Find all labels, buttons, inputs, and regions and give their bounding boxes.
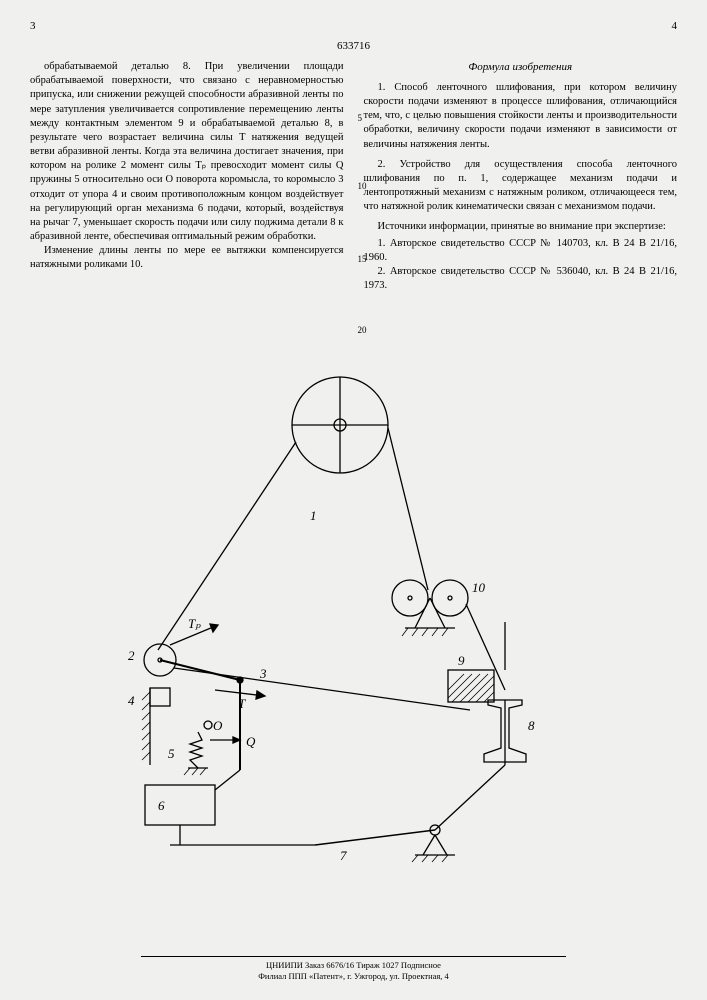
label-8: 8 [528,718,535,733]
label-3: 3 [259,666,267,681]
left-column: обрабатываемой деталью 8. При увеличении… [30,60,344,293]
footer-line-1: ЦНИИПИ Заказ 6676/16 Тираж 1027 Подписно… [0,960,707,971]
label-6: 6 [158,798,165,813]
footer-line-2: Филиал ППП «Патент», г. Ужгород, ул. Про… [0,971,707,982]
source-2: 2. Авторское свидетельство СССР № 536040… [364,265,678,293]
pivot-O [204,721,212,729]
line-num-15: 15 [358,255,367,264]
label-Tp: Tₚ [188,616,201,631]
label-O: O [213,718,223,733]
source-1: 1. Авторское свидетельство СССР № 140703… [364,237,678,265]
page-header: 3 4 [30,20,677,32]
body-para-2: Изменение длины ленты по мере ее вытяжки… [30,244,344,272]
label-10: 10 [472,580,486,595]
belt-right-upper [388,428,428,590]
lever-7 [315,825,455,862]
feed-mechanism-6 [145,785,215,825]
imprint-footer: ЦНИИПИ Заказ 6676/16 Тираж 1027 Подписно… [0,956,707,982]
patent-number: 633716 [30,40,677,52]
label-4: 4 [128,693,135,708]
mechanical-diagram: 1 2 3 4 5 6 7 8 9 10 T Tₚ Q O [110,370,610,870]
belt-left [158,442,296,650]
right-page-num: 4 [672,20,678,32]
sources-title: Источники информации, принятые во вниман… [364,220,678,234]
spring-5 [184,732,208,775]
label-1: 1 [310,508,317,523]
label-2: 2 [128,648,135,663]
line-num-5: 5 [358,114,363,123]
tension-rollers-10 [392,580,468,636]
label-7: 7 [340,848,347,863]
right-column: Формула изобретения 1. Способ ленточного… [364,60,678,293]
force-Q [210,737,240,743]
label-Q: Q [246,734,256,749]
label-T: T [238,696,246,711]
label-9: 9 [458,653,465,668]
line-num-10: 10 [358,182,367,191]
text-columns: обрабатываемой деталью 8. При увеличении… [30,60,677,293]
label-5: 5 [168,746,175,761]
claims-title: Формула изобретения [364,60,678,75]
feed-arrow [170,825,315,845]
body-para-1: обрабатываемой деталью 8. При увеличении… [30,60,344,244]
belt-right-lower [466,604,505,690]
contact-element-9 [448,670,494,702]
claim-2: 2. Устройство для осуществления способа … [364,158,678,215]
line-num-20: 20 [358,326,367,335]
top-pulley [292,377,388,473]
claim-1: 1. Способ ленточного шлифования, при кот… [364,81,678,152]
left-page-num: 3 [30,20,36,32]
stop-4 [142,688,170,765]
